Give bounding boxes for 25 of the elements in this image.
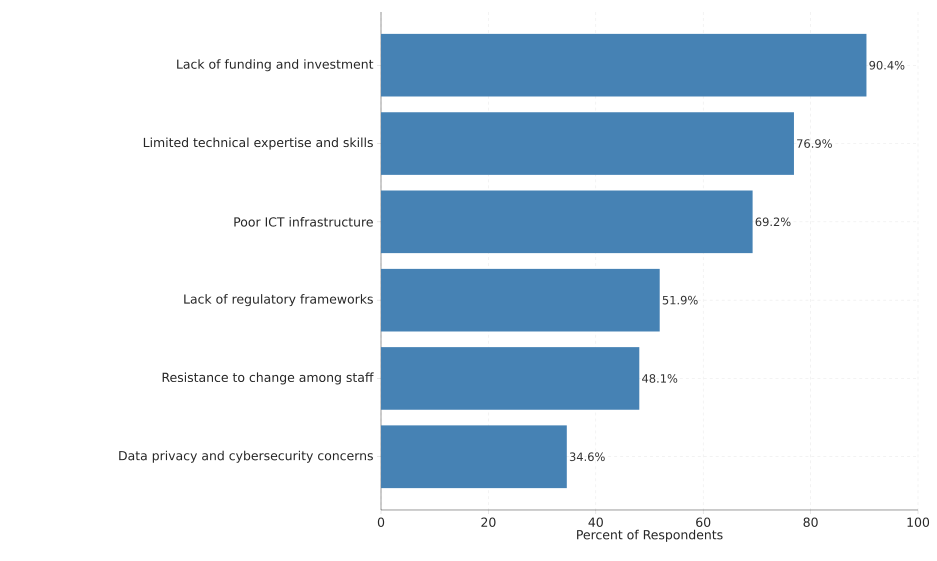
bar [381, 347, 640, 410]
bar [381, 112, 794, 175]
x-tick-label: 20 [481, 518, 496, 527]
data-label: 90.4% [869, 60, 904, 70]
y-tick-label: Data privacy and cybersecurity concerns [119, 450, 373, 463]
y-tick-label: Resistance to change among staff [162, 372, 374, 384]
bar [381, 268, 660, 332]
data-label: 76.9% [797, 139, 832, 148]
x-tick-label: 60 [696, 518, 710, 527]
x-tick-label: 100 [908, 518, 930, 527]
bar [381, 190, 753, 254]
y-tick-label: Lack of funding and investment [177, 59, 374, 72]
x-axis-title: Percent of Respondents [577, 530, 723, 542]
data-label: 69.2% [756, 218, 791, 226]
bar [381, 34, 866, 97]
y-tick-label: Limited technical expertise and skills [144, 138, 373, 150]
x-tick-label: 80 [804, 518, 818, 527]
y-tick-label: Lack of regulatory frameworks [184, 294, 373, 306]
x-tick-label: 0 [378, 518, 384, 527]
data-label: 48.1% [642, 374, 678, 383]
bar [381, 425, 567, 488]
y-tick-label: Poor ICT infrastructure [234, 217, 373, 227]
data-label: 34.6% [570, 452, 605, 462]
data-label: 51.9% [662, 296, 698, 304]
x-tick-label: 40 [588, 518, 603, 527]
